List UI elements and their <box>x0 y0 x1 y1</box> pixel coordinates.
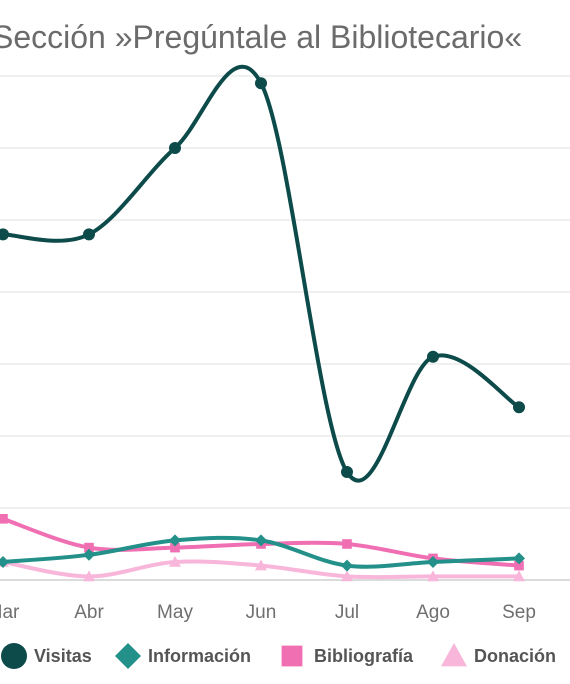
data-point <box>170 542 180 553</box>
chart-title: Sección »Pregúntale al Bibliotecario« <box>0 19 522 55</box>
legend-item: Donación <box>441 643 556 667</box>
data-point <box>513 401 525 414</box>
data-point <box>427 556 439 568</box>
legend-marker <box>281 645 303 667</box>
legend-marker <box>1 643 27 669</box>
legend: Visitas Información Bibliografía Donación <box>1 643 556 669</box>
data-point <box>84 542 94 553</box>
data-point <box>83 570 95 582</box>
data-point <box>0 556 9 568</box>
legend-item: Bibliografía <box>281 645 414 667</box>
data-point <box>514 560 524 571</box>
data-point <box>342 539 352 549</box>
data-point <box>169 556 181 567</box>
series-visitas <box>0 64 525 483</box>
data-point <box>341 570 353 582</box>
x-tick-label: Jul <box>335 602 359 623</box>
series-información <box>0 534 525 572</box>
data-point <box>255 77 267 90</box>
data-point <box>255 534 267 547</box>
x-tick-label: May <box>157 602 193 623</box>
legend-label: Visitas <box>34 646 92 666</box>
legend-label: Información <box>148 646 251 666</box>
series-group <box>0 64 525 582</box>
series-line <box>1 64 521 483</box>
data-point <box>83 548 95 561</box>
data-point <box>341 559 353 572</box>
legend-item: Información <box>115 643 251 669</box>
data-point <box>0 514 8 524</box>
data-point <box>427 350 439 363</box>
legend-marker <box>441 643 467 667</box>
data-point <box>427 570 439 582</box>
gridlines <box>0 75 570 581</box>
data-point <box>0 228 9 241</box>
x-tick-label: Mar <box>0 602 20 623</box>
legend-marker <box>115 643 141 669</box>
x-tick-label: Ago <box>416 602 450 623</box>
data-point <box>513 570 525 582</box>
data-point <box>341 466 353 478</box>
x-axis-ticks: Mar Abr May Jun Jul Ago Sep <box>0 602 536 623</box>
x-tick-label: Abr <box>74 602 104 623</box>
data-point <box>169 534 181 547</box>
x-tick-label: Sep <box>502 602 536 623</box>
legend-item: Visitas <box>1 643 92 669</box>
x-tick-label: Jun <box>246 602 277 623</box>
data-point <box>255 559 267 571</box>
data-point <box>169 142 181 154</box>
data-point <box>513 552 525 565</box>
legend-label: Bibliografía <box>314 646 414 666</box>
legend-label: Donación <box>474 646 556 666</box>
data-point <box>83 228 95 241</box>
